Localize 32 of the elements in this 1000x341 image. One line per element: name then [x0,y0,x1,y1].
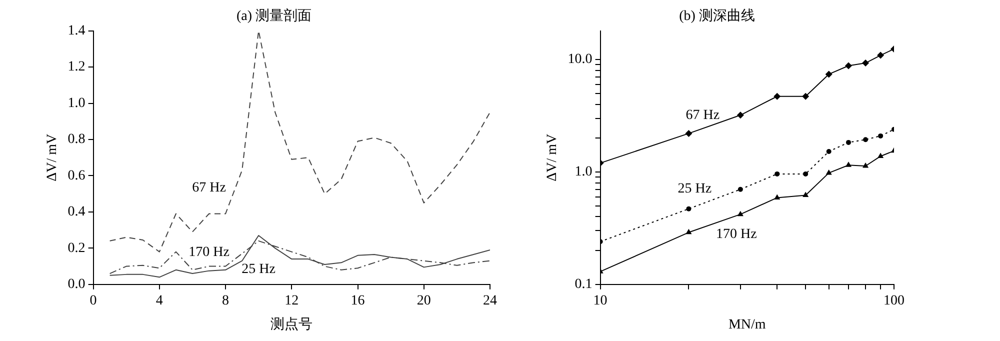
y-tick-label: 1.0 [68,96,86,111]
y-tick-label: 1.0 [574,164,592,180]
x-tick-label: 12 [284,293,299,308]
y-axis-title: ΔV/ mV [45,134,60,182]
y-tick-label: 10.0 [568,52,592,68]
x-tick-label: 20 [416,293,431,308]
x-axis-title: 测点号 [270,316,313,332]
y-tick-label: 0.2 [68,240,86,256]
chart-title: (a) 测量剖面 [236,8,312,24]
series-label: 67 Hz [192,180,226,196]
y-tick-label: 0.0 [68,277,86,292]
x-axis-title: MN/m [728,317,766,332]
y-tick-label: 1.2 [68,60,86,75]
chart-title: (b) 测深曲线 [679,8,755,24]
series-label: 67 Hz [686,108,720,124]
y-tick-label: 0.4 [68,204,86,220]
x-tick-label: 100 [884,293,904,308]
x-tick-label: 10 [593,293,608,308]
x-tick-label: 24 [483,293,497,308]
x-tick-label: 0 [90,293,97,308]
x-tick-label: 16 [350,293,365,308]
x-tick-label: 8 [222,293,230,308]
series-label: 25 Hz [242,262,276,278]
y-tick-label: 1.4 [68,23,86,38]
series-label: 170 Hz [716,226,757,242]
y-tick-label: 0.8 [68,132,86,148]
series-label: 25 Hz [678,181,712,196]
y-axis-title: ΔV/ mV [545,134,560,182]
x-tick-label: 4 [156,293,163,308]
y-tick-label: 0.6 [68,168,86,184]
series-label: 170 Hz [188,244,230,260]
y-tick-label: 0.1 [574,277,592,292]
